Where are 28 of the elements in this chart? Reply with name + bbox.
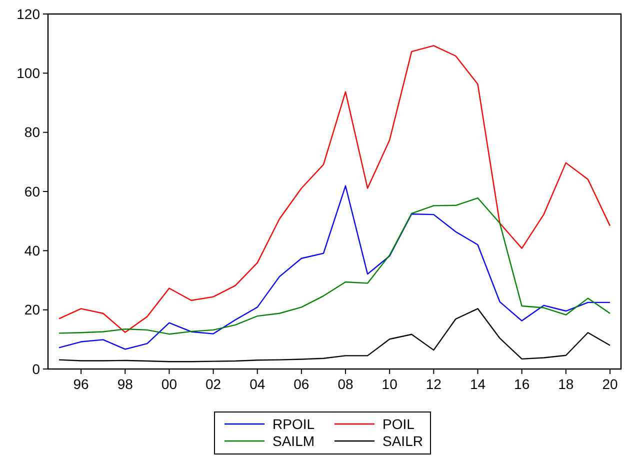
x-tick-label: 06 — [294, 376, 310, 392]
y-tick-label: 60 — [24, 183, 40, 200]
x-tick-label: 18 — [558, 376, 574, 392]
line-series — [58, 185, 611, 350]
x-tick-label: 96 — [73, 376, 90, 392]
x-tick-label: 98 — [117, 376, 134, 392]
y-tick-label: 120 — [16, 6, 40, 22]
x-tick-label: 16 — [514, 376, 530, 392]
y-tick-label: 100 — [16, 65, 40, 82]
y-tick-label: 80 — [24, 124, 40, 140]
x-tick-label: 20 — [602, 376, 618, 392]
x-tick-label: 00 — [161, 376, 178, 392]
y-tick-label: 20 — [24, 302, 40, 318]
legend-label: SAILM — [272, 432, 315, 449]
x-tick-label: 10 — [382, 376, 398, 392]
x-tick-label: 12 — [426, 376, 442, 392]
x-tick-label: 08 — [338, 376, 354, 392]
line-series — [58, 45, 611, 333]
legend-label: SAILR — [382, 432, 423, 449]
line-series — [58, 197, 611, 335]
y-tick-label: 0 — [32, 360, 40, 377]
legend-label: RPOIL — [272, 416, 315, 432]
y-tick-label: 40 — [24, 242, 40, 259]
x-tick-label: 04 — [250, 376, 266, 392]
x-tick-label: 02 — [206, 376, 222, 392]
x-tick-label: 14 — [470, 376, 486, 392]
line-series — [58, 308, 611, 362]
legend-label: POIL — [382, 416, 415, 432]
